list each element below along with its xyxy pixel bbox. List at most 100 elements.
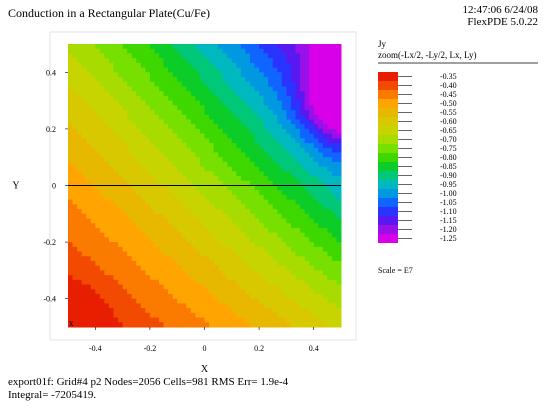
contour-cell <box>168 124 174 130</box>
contour-cell <box>250 242 256 248</box>
contour-cell <box>159 171 165 177</box>
contour-cell <box>313 293 319 300</box>
contour-cell <box>336 171 342 177</box>
contour-cell <box>245 147 251 153</box>
contour-cell <box>240 133 246 139</box>
contour-cell <box>81 317 87 323</box>
contour-cell <box>240 143 246 149</box>
contour-cell <box>195 190 201 196</box>
contour-cell <box>268 100 274 106</box>
contour-cell <box>108 128 114 135</box>
contour-cell <box>213 110 219 116</box>
contour-cell <box>131 293 137 300</box>
contour-cell <box>140 185 146 191</box>
contour-cell <box>277 124 283 130</box>
contour-cell <box>99 265 105 271</box>
contour-cell <box>231 308 237 314</box>
contour-cell <box>336 100 342 106</box>
contour-cell <box>99 133 105 139</box>
contour-cell <box>236 157 242 163</box>
contour-cell <box>281 322 287 328</box>
contour-cell <box>163 143 169 149</box>
contour-cell <box>213 223 219 229</box>
contour-cell <box>77 275 83 281</box>
contour-cell <box>131 147 137 153</box>
contour-cell <box>131 72 137 78</box>
contour-cell <box>95 180 101 186</box>
contour-cell <box>331 298 337 304</box>
contour-cell <box>213 275 219 281</box>
contour-cell <box>186 180 192 186</box>
contour-cell <box>145 105 151 111</box>
contour-cell <box>259 67 265 73</box>
contour-cell <box>190 62 196 69</box>
contour-cell <box>163 152 169 158</box>
contour-cell <box>168 157 174 163</box>
contour-cell <box>295 289 301 295</box>
contour-cell <box>127 303 133 309</box>
contour-cell <box>304 77 310 83</box>
contour-cell <box>259 303 265 309</box>
contour-cell <box>149 67 155 73</box>
contour-cell <box>163 171 169 177</box>
contour-cell <box>281 44 287 50</box>
contour-cell <box>331 204 337 210</box>
contour-cell <box>81 265 87 271</box>
contour-cell <box>286 48 292 54</box>
contour-cell <box>204 232 210 238</box>
software-version: FlexPDE 5.0.22 <box>467 16 538 28</box>
contour-cell <box>113 279 119 286</box>
contour-cell <box>154 256 160 262</box>
contour-cell <box>172 166 178 172</box>
contour-cell <box>199 317 205 323</box>
contour-cell <box>86 194 92 201</box>
contour-cell <box>131 190 137 196</box>
contour-cell <box>86 81 92 87</box>
contour-cell <box>295 199 301 205</box>
contour-cell <box>213 246 219 253</box>
contour-cell <box>77 147 83 153</box>
contour-cell <box>68 190 74 196</box>
contour-cell <box>231 53 237 59</box>
contour-cell <box>222 275 228 281</box>
contour-cell <box>145 232 151 238</box>
contour-cell <box>172 260 178 267</box>
contour-cell <box>327 62 333 69</box>
contour-cell <box>268 279 274 286</box>
contour-cell <box>190 100 196 106</box>
contour-cell <box>181 190 187 196</box>
contour-cell <box>286 105 292 111</box>
contour-cell <box>104 260 110 267</box>
contour-cell <box>313 166 319 172</box>
contour-cell <box>290 237 296 243</box>
contour-cell <box>295 308 301 314</box>
contour-cell <box>236 242 242 248</box>
contour-cell <box>163 86 169 92</box>
contour-cell <box>263 67 269 73</box>
contour-cell <box>300 152 306 158</box>
contour-cell <box>199 270 205 276</box>
contour-cell <box>113 110 119 116</box>
contour-cell <box>204 67 210 73</box>
contour-cell <box>190 260 196 267</box>
contour-cell <box>90 48 96 54</box>
contour-cell <box>199 293 205 300</box>
contour-cell <box>304 275 310 281</box>
contour-cell <box>304 303 310 309</box>
contour-cell <box>199 185 205 191</box>
contour-cell <box>300 161 306 168</box>
contour-cell <box>204 289 210 295</box>
contour-cell <box>268 227 274 234</box>
contour-cell <box>199 91 205 97</box>
contour-cell <box>122 48 128 54</box>
contour-cell <box>195 260 201 267</box>
contour-cell <box>177 105 183 111</box>
contour-cell <box>209 308 215 314</box>
contour-cell <box>277 256 283 262</box>
contour-cell <box>177 242 183 248</box>
plot-title: Conduction in a Rectangular Plate(Cu/Fe) <box>8 6 210 20</box>
contour-cell <box>300 95 306 102</box>
contour-cell <box>177 143 183 149</box>
contour-cell <box>149 242 155 248</box>
contour-cell <box>168 218 174 224</box>
